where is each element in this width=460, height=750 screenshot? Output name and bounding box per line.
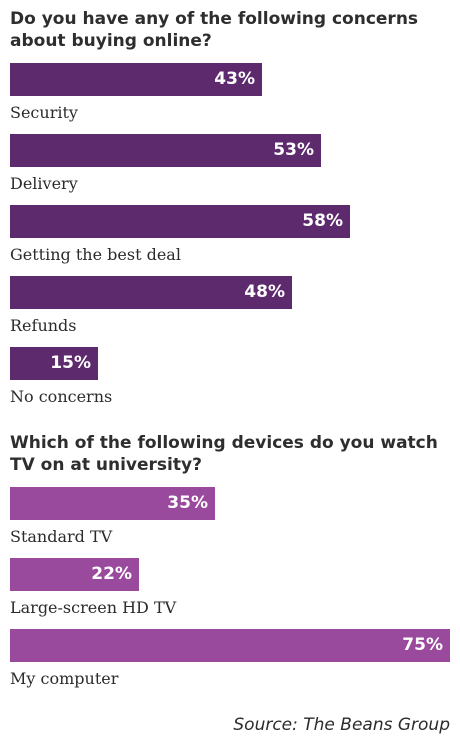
category-label: Delivery [10,174,78,193]
chart-title: Do you have any of the following concern… [10,9,419,51]
chart-title: Which of the following devices do you wa… [10,433,438,475]
category-label: No concerns [10,387,113,406]
category-label: Security [10,103,78,122]
data-label: 58% [302,211,343,231]
category-label: Refunds [10,316,77,335]
category-label: My computer [10,669,119,688]
bar-getting-the-best-deal: 58% [10,205,350,238]
data-label: 35% [167,493,208,513]
data-label: 75% [402,635,443,655]
data-label: 22% [91,564,132,584]
bar-no-concerns: 15% [10,347,98,380]
bar-refunds: 48% [10,276,292,309]
bar-standard-tv: 35% [10,487,215,520]
data-label: 48% [244,282,285,302]
bar-delivery: 53% [10,134,321,167]
bar-my-computer: 75% [10,629,450,662]
bar-security: 43% [10,63,262,96]
data-label: 15% [50,353,91,373]
category-label: Large-screen HD TV [10,598,177,617]
category-label: Standard TV [10,527,113,546]
data-label: 53% [273,140,314,160]
category-label: Getting the best deal [10,245,181,264]
bar-large-screen-hd-tv: 22% [10,558,139,591]
data-label: 43% [214,69,255,89]
source-note: Source: The Beans Group [233,715,450,735]
